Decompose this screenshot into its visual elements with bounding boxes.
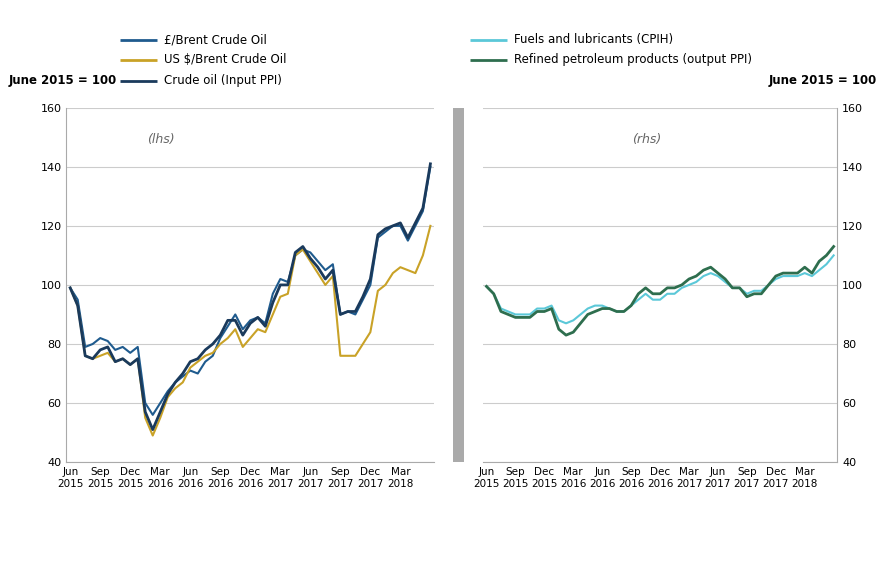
Text: June 2015 = 100: June 2015 = 100 xyxy=(769,74,877,87)
Text: June 2015 = 100: June 2015 = 100 xyxy=(9,74,117,87)
Text: Refined petroleum products (output PPI): Refined petroleum products (output PPI) xyxy=(514,53,752,66)
Text: Crude oil (Input PPI): Crude oil (Input PPI) xyxy=(164,74,282,87)
Text: £/Brent Crude Oil: £/Brent Crude Oil xyxy=(164,33,267,46)
Text: (rhs): (rhs) xyxy=(632,133,661,146)
Text: Fuels and lubricants (CPIH): Fuels and lubricants (CPIH) xyxy=(514,33,673,46)
Text: (lhs): (lhs) xyxy=(147,133,175,146)
Text: US $/Brent Crude Oil: US $/Brent Crude Oil xyxy=(164,53,286,66)
